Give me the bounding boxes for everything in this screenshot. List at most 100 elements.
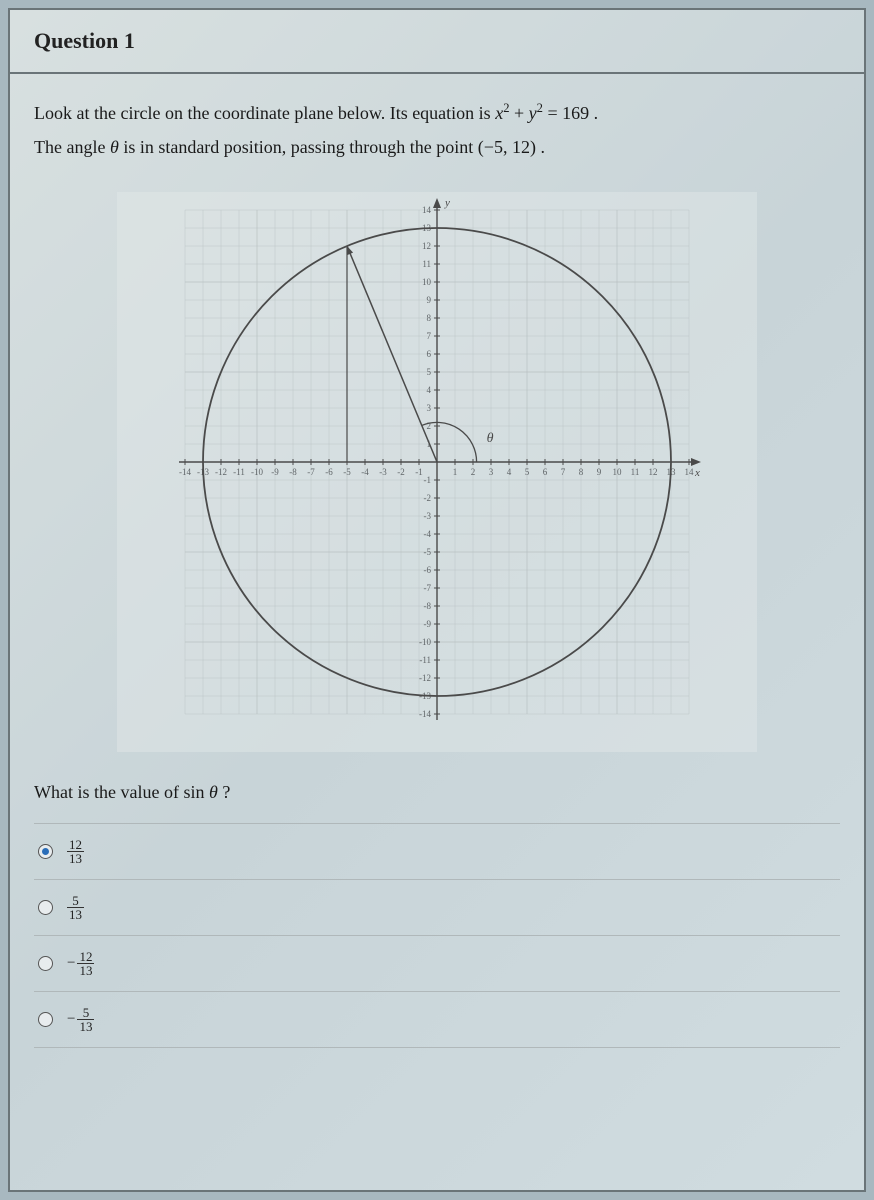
- answer-options: 1213513−1213−513: [34, 823, 840, 1048]
- svg-text:5: 5: [525, 467, 530, 477]
- question-content: Look at the circle on the coordinate pla…: [10, 74, 864, 1058]
- svg-text:-12: -12: [419, 673, 431, 683]
- eq-x: x: [495, 103, 503, 123]
- eq-eq: =: [547, 103, 562, 123]
- fraction-numerator: 12: [77, 950, 94, 964]
- fraction-numerator: 5: [77, 1006, 94, 1020]
- svg-text:-11: -11: [419, 655, 431, 665]
- svg-text:3: 3: [489, 467, 494, 477]
- eq-y-exp: 2: [537, 101, 543, 115]
- svg-text:-8: -8: [424, 601, 432, 611]
- svg-text:-7: -7: [424, 583, 432, 593]
- svg-text:-8: -8: [289, 467, 297, 477]
- option-label: 513: [67, 894, 84, 921]
- option-row-0[interactable]: 1213: [34, 823, 840, 879]
- svg-text:11: 11: [631, 467, 640, 477]
- svg-text:-11: -11: [233, 467, 245, 477]
- svg-text:7: 7: [561, 467, 566, 477]
- svg-text:12: 12: [422, 241, 431, 251]
- option-row-1[interactable]: 513: [34, 879, 840, 935]
- svg-text:-1: -1: [424, 475, 432, 485]
- figure-container: yx-14-13-12-11-10-9-8-7-6-5-4-3-2-112345…: [34, 192, 840, 752]
- question-header: Question 1: [10, 10, 864, 74]
- svg-text:8: 8: [579, 467, 584, 477]
- svg-text:-4: -4: [424, 529, 432, 539]
- eq-rhs: 169: [562, 103, 589, 123]
- stem-text-1: Look at the circle on the coordinate pla…: [34, 103, 495, 123]
- stem-theta: θ: [110, 137, 119, 157]
- svg-text:y: y: [444, 197, 450, 209]
- stem-point: (−5, 12): [478, 137, 536, 157]
- eq-y: y: [529, 103, 537, 123]
- stem-text-2b: is in standard position, passing through…: [123, 137, 477, 157]
- svg-text:-4: -4: [361, 467, 369, 477]
- radio-button[interactable]: [38, 1012, 53, 1027]
- svg-text:5: 5: [427, 367, 432, 377]
- fraction-numerator: 5: [67, 894, 84, 908]
- option-row-2[interactable]: −1213: [34, 935, 840, 991]
- prompt-theta: θ: [209, 782, 218, 802]
- svg-text:9: 9: [597, 467, 602, 477]
- svg-text:10: 10: [422, 277, 432, 287]
- svg-text:8: 8: [427, 313, 432, 323]
- fraction-denominator: 13: [67, 908, 84, 921]
- prompt-before: What is the value of: [34, 782, 183, 802]
- prompt-sin: sin: [183, 782, 209, 802]
- svg-text:3: 3: [427, 403, 432, 413]
- svg-text:12: 12: [649, 467, 658, 477]
- svg-text:-14: -14: [419, 709, 431, 719]
- option-fraction: 513: [77, 1006, 94, 1033]
- stem-period-2: .: [540, 137, 545, 157]
- question-prompt: What is the value of sin θ ?: [34, 782, 840, 803]
- stem-text-2a: The angle: [34, 137, 110, 157]
- svg-text:4: 4: [427, 385, 432, 395]
- svg-text:-10: -10: [251, 467, 263, 477]
- svg-text:10: 10: [613, 467, 623, 477]
- svg-text:-10: -10: [419, 637, 431, 647]
- svg-text:6: 6: [427, 349, 432, 359]
- radio-button[interactable]: [38, 844, 53, 859]
- svg-text:11: 11: [422, 259, 431, 269]
- option-label: 1213: [67, 838, 84, 865]
- prompt-after: ?: [222, 782, 230, 802]
- option-sign: −: [67, 955, 75, 972]
- radio-button[interactable]: [38, 900, 53, 915]
- svg-text:-12: -12: [215, 467, 227, 477]
- eq-x-exp: 2: [503, 101, 509, 115]
- radio-button[interactable]: [38, 956, 53, 971]
- svg-text:7: 7: [427, 331, 432, 341]
- question-stem: Look at the circle on the coordinate pla…: [34, 96, 840, 164]
- svg-text:-14: -14: [179, 467, 191, 477]
- svg-text:14: 14: [422, 205, 432, 215]
- svg-text:-3: -3: [379, 467, 387, 477]
- option-sign: −: [67, 1011, 75, 1028]
- question-page: Question 1 Look at the circle on the coo…: [8, 8, 866, 1192]
- stem-period: .: [594, 103, 599, 123]
- svg-text:-5: -5: [424, 547, 432, 557]
- svg-text:-5: -5: [343, 467, 351, 477]
- svg-text:-9: -9: [424, 619, 432, 629]
- fraction-denominator: 13: [67, 852, 84, 865]
- option-label: −513: [67, 1006, 94, 1033]
- svg-text:1: 1: [453, 467, 458, 477]
- option-row-3[interactable]: −513: [34, 991, 840, 1048]
- svg-text:4: 4: [507, 467, 512, 477]
- svg-text:θ: θ: [487, 432, 494, 447]
- svg-text:-2: -2: [397, 467, 405, 477]
- fraction-numerator: 12: [67, 838, 84, 852]
- eq-plus: +: [514, 103, 529, 123]
- svg-text:-6: -6: [325, 467, 333, 477]
- svg-text:x: x: [694, 467, 700, 479]
- question-number: Question 1: [34, 28, 840, 54]
- svg-text:2: 2: [471, 467, 476, 477]
- svg-text:-1: -1: [415, 467, 423, 477]
- svg-text:-3: -3: [424, 511, 432, 521]
- option-fraction: 1213: [67, 838, 84, 865]
- svg-text:9: 9: [427, 295, 432, 305]
- option-fraction: 1213: [77, 950, 94, 977]
- svg-text:-6: -6: [424, 565, 432, 575]
- svg-text:-2: -2: [424, 493, 432, 503]
- svg-text:-9: -9: [271, 467, 279, 477]
- svg-text:14: 14: [685, 467, 695, 477]
- fraction-denominator: 13: [77, 1020, 94, 1033]
